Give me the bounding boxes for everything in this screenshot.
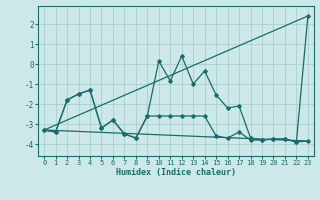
X-axis label: Humidex (Indice chaleur): Humidex (Indice chaleur) [116, 168, 236, 177]
